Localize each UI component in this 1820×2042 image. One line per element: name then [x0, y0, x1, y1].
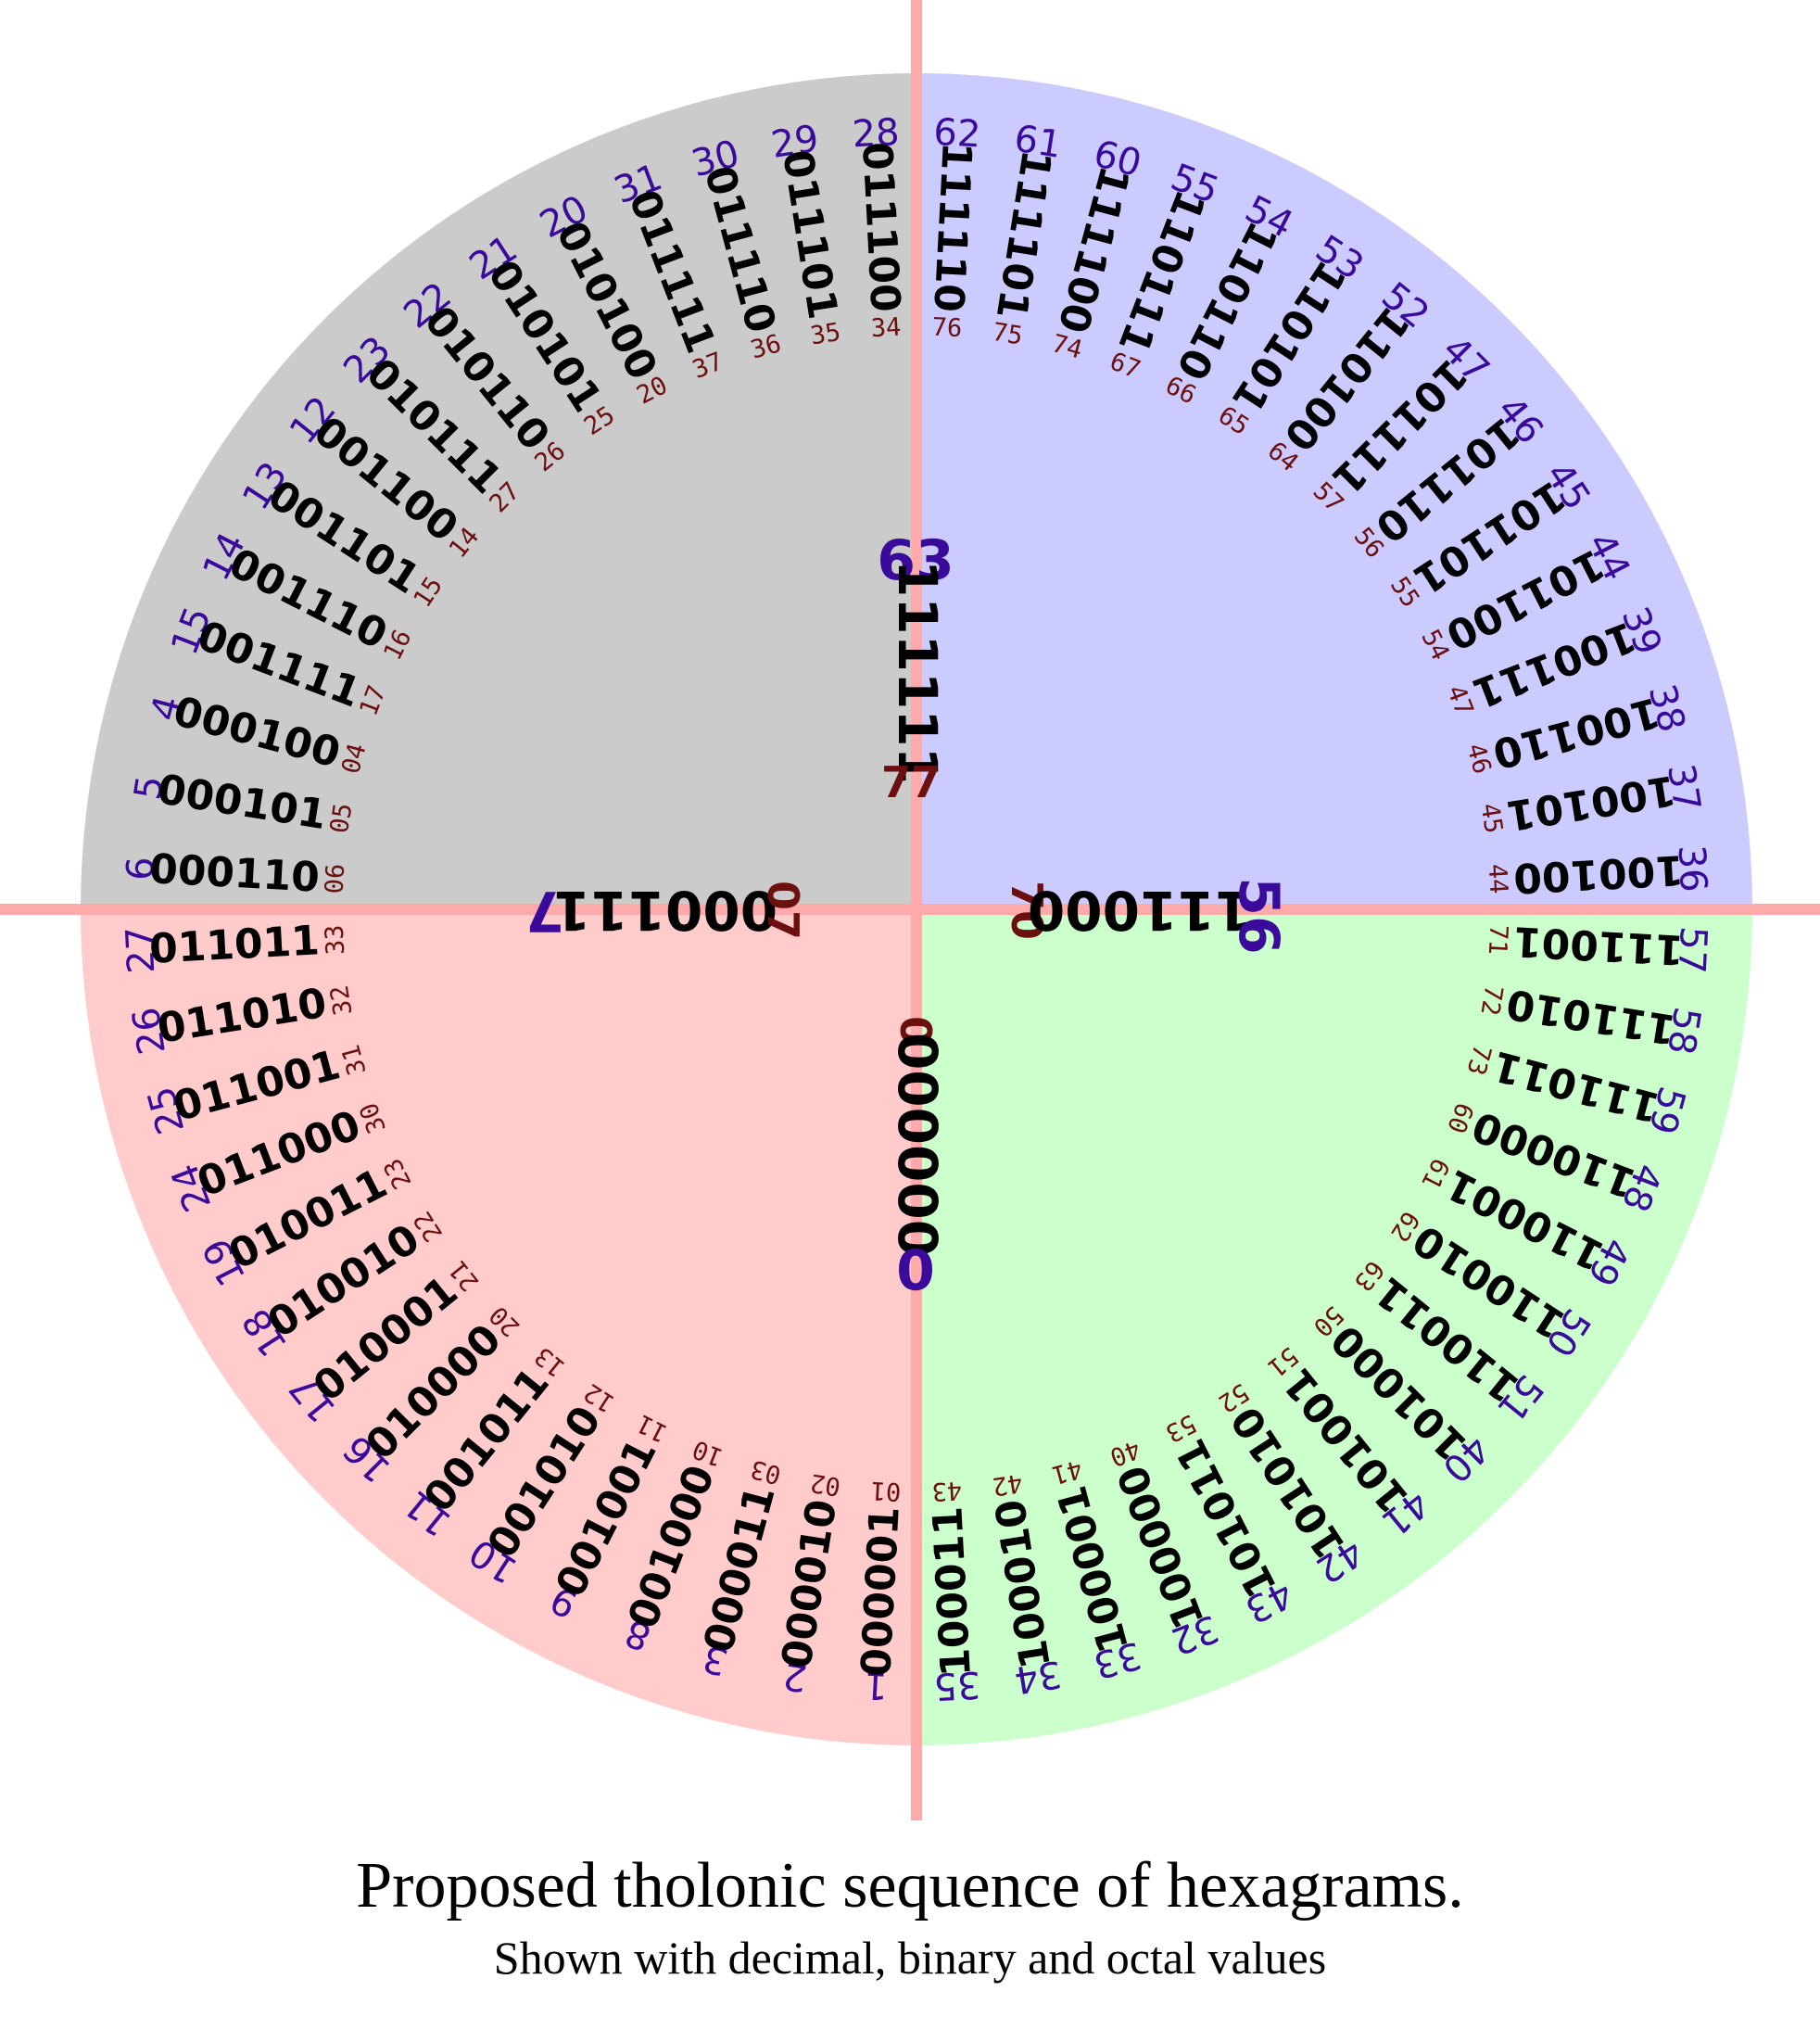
ring-binary-label: 100011: [924, 1505, 980, 1678]
ring-octal-label: 06: [321, 863, 351, 894]
ring-decimal-label: 26: [125, 1004, 174, 1057]
ring-octal-label: 43: [931, 1476, 963, 1506]
center-bottom-binary: 000000: [886, 1033, 949, 1257]
center-left-decimal: 7: [525, 878, 564, 943]
center-right-octal: 70: [1002, 881, 1052, 940]
center-left-binary: 000111: [553, 879, 777, 942]
quadrant-top-left: [81, 73, 916, 909]
horizontal-axis-line: [0, 904, 1820, 915]
ring-octal-label: 71: [1483, 924, 1513, 956]
ring-octal-label: 72: [1474, 983, 1508, 1018]
center-top-binary: 111111: [886, 560, 949, 784]
quadrant-bottom-left: [81, 909, 916, 1745]
caption: Proposed tholonic sequence of hexagrams.…: [0, 1845, 1820, 1987]
figure-title: Proposed tholonic sequence of hexagrams.: [356, 1850, 1464, 1922]
axis-lines: [0, 0, 1820, 1820]
ring-binary-label: 000110: [148, 845, 321, 902]
ring-decimal-label: 27: [119, 925, 164, 974]
ring-octal-label: 34: [870, 313, 902, 344]
center-right-decimal: 56: [1226, 877, 1291, 955]
ring-octal-label: 02: [808, 1467, 842, 1501]
ring-octal-label: 42: [991, 1467, 1025, 1501]
ring-decimal-label: 62: [932, 111, 981, 157]
ring-octal-label: 05: [325, 801, 359, 835]
ring-decimal-label: 61: [1011, 118, 1064, 167]
hexagram-wheel: 3610010044371001014538100110463910011147…: [0, 0, 1820, 1820]
ring-binary-label: 100100: [1512, 845, 1685, 902]
ring-binary-label: 111001: [1512, 917, 1685, 973]
ring-decimal-label: 34: [1011, 1652, 1064, 1701]
ring-decimal-label: 35: [932, 1663, 981, 1708]
quadrant-top-right: [916, 73, 1752, 909]
quadrant-bottom-right: [916, 909, 1752, 1745]
center-bottom-octal: 0: [891, 1016, 941, 1046]
ring-binary-label: 011100: [853, 141, 909, 313]
center-top-decimal: 63: [877, 528, 954, 593]
figure-subtitle: Shown with decimal, binary and octal val…: [493, 1932, 1327, 1984]
ring-octal-label: 44: [1483, 863, 1513, 894]
ring-octal-label: 33: [321, 924, 351, 956]
ring-decimal-label: 57: [1670, 925, 1715, 974]
ring-decimal-label: 28: [851, 111, 900, 157]
ring-octal-label: 01: [870, 1476, 902, 1506]
ring-decimal-label: 58: [1659, 1004, 1708, 1057]
ring-decimal-label: 1: [863, 1663, 889, 1706]
quadrant-backgrounds: [81, 73, 1752, 1745]
ring-octal-label: 45: [1474, 801, 1508, 835]
ring-decimal-label: 29: [768, 118, 821, 167]
center-labels: 63 111111 77 7 000111 07 70 111000 56 0 …: [525, 528, 1291, 1300]
ring-decimal-label: 36: [1670, 843, 1715, 893]
center-bottom-decimal: 0: [896, 1236, 935, 1300]
ring-binary-label: 000001: [853, 1505, 909, 1678]
center-right-binary: 111000: [1028, 879, 1252, 942]
ring-decimal-label: 6: [119, 856, 162, 881]
ring-octal-label: 75: [991, 318, 1025, 351]
ring-octal-label: 35: [808, 318, 842, 351]
ring-binary-label: 111110: [924, 141, 980, 313]
ring-octal-label: 76: [931, 313, 963, 344]
ring-octal-label: 32: [325, 983, 359, 1018]
ring-decimal-label: 37: [1659, 761, 1708, 814]
center-left-octal: 07: [758, 881, 808, 940]
ring-binary-label: 011011: [148, 917, 321, 973]
center-top-octal: 77: [881, 757, 941, 807]
